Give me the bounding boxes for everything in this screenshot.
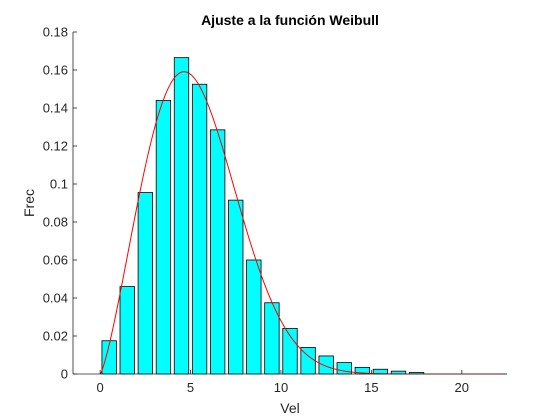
y-tick-label-3: 0.06 <box>43 253 68 268</box>
y-tick-label-8: 0.16 <box>43 63 68 78</box>
bar-3 <box>155 100 172 375</box>
x-tick-label-2: 10 <box>274 380 288 395</box>
y-tick-label-1: 0.02 <box>43 329 68 344</box>
bar-7 <box>228 199 244 375</box>
bar-12 <box>318 355 334 375</box>
y-tick-label-2: 0.04 <box>43 291 68 306</box>
ticks: 0 5 10 15 20 0 0.02 0.04 0.06 0.08 0.1 0.12 0.14 0.16… <box>43 25 469 396</box>
y-tick-label-0: 0 <box>61 367 68 382</box>
x-tick-label-0: 0 <box>97 380 104 395</box>
x-tick-label-3: 15 <box>364 380 378 395</box>
bar-4 <box>173 57 190 375</box>
bar-6 <box>210 129 226 375</box>
y-tick-label-5: 0.1 <box>50 177 68 192</box>
bars <box>101 57 425 375</box>
bar-5 <box>191 83 208 375</box>
y-tick-label-9: 0.18 <box>43 25 68 40</box>
y-axis-label: Frec <box>21 189 37 217</box>
bar-1 <box>119 286 135 375</box>
y-tick-label-4: 0.08 <box>43 215 68 230</box>
x-axis-label: Vel <box>280 400 299 416</box>
x-tick-label-4: 20 <box>455 380 469 395</box>
y-tick-label-7: 0.14 <box>43 101 68 116</box>
chart-title: Ajuste a la función Weibull <box>201 12 379 28</box>
axes <box>72 32 507 375</box>
bar-2 <box>137 192 153 375</box>
x-tick-label-1: 5 <box>187 380 194 395</box>
y-tick-label-6: 0.12 <box>43 139 68 154</box>
bar-8 <box>246 259 262 375</box>
